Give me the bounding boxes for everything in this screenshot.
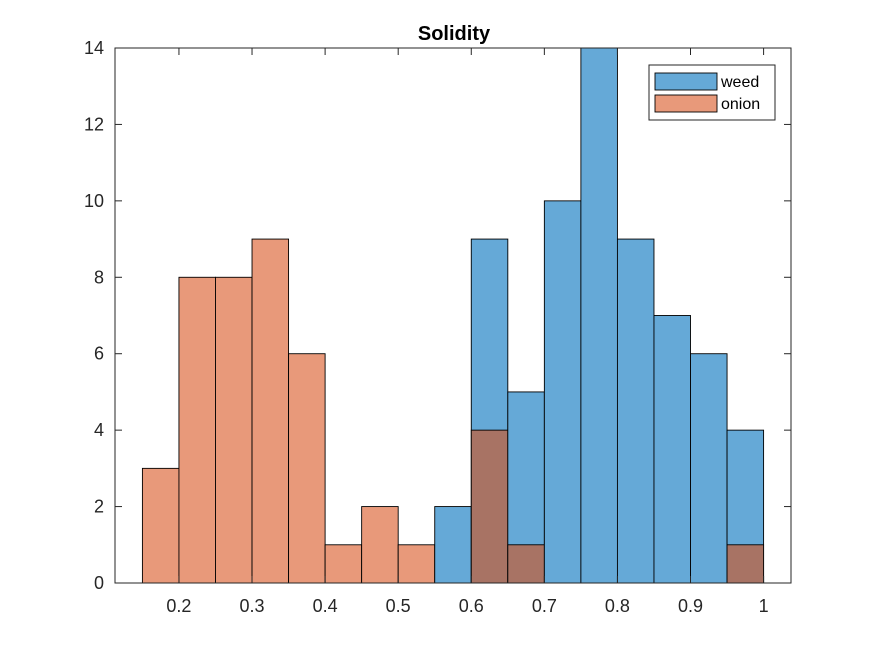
overlap-bar <box>507 544 545 584</box>
legend-label-weed: weed <box>720 74 759 91</box>
y-tick-label: 4 <box>94 420 104 440</box>
weed-bar <box>690 353 728 584</box>
plot-frame <box>114 47 792 584</box>
x-tick-label: 0.6 <box>459 596 484 616</box>
y-tick-label: 10 <box>84 191 104 211</box>
onion-bar <box>215 276 253 584</box>
legend-swatch-weed <box>654 72 718 91</box>
x-tick-label: 0.8 <box>605 596 630 616</box>
onion-bar <box>324 544 363 584</box>
x-tick-label: 0.3 <box>240 596 265 616</box>
onion-bar <box>141 467 180 584</box>
x-tick-label: 1 <box>759 596 769 616</box>
bars-group <box>141 47 765 584</box>
onion-bar <box>397 544 436 584</box>
x-tick-label: 0.2 <box>166 596 191 616</box>
x-tick-label: 0.5 <box>386 596 411 616</box>
legend: weed onion <box>648 64 776 121</box>
legend-label-onion: onion <box>721 96 760 113</box>
onion-bar <box>288 353 326 584</box>
weed-bar <box>434 506 472 584</box>
y-tick-label: 12 <box>84 114 104 134</box>
x-tick-label: 0.7 <box>532 596 557 616</box>
y-tick-label: 8 <box>94 267 104 287</box>
onion-bar <box>178 276 216 584</box>
onion-bar <box>251 238 290 584</box>
y-tick-label: 2 <box>94 497 104 517</box>
weed-bar <box>653 315 691 584</box>
y-tick-label: 14 <box>84 38 104 58</box>
chart-title: Solidity <box>418 23 491 45</box>
y-tick-label: 0 <box>94 573 104 593</box>
overlap-bar <box>470 429 509 584</box>
x-tick-label: 0.4 <box>313 596 338 616</box>
x-tick-label: 0.9 <box>678 596 703 616</box>
weed-bar <box>580 47 618 584</box>
weed-bar <box>543 200 582 584</box>
overlap-bar <box>726 544 765 584</box>
y-tick-label: 6 <box>94 344 104 364</box>
onion-bar <box>361 506 399 584</box>
legend-swatch-onion <box>654 94 718 113</box>
weed-bar <box>616 238 655 584</box>
